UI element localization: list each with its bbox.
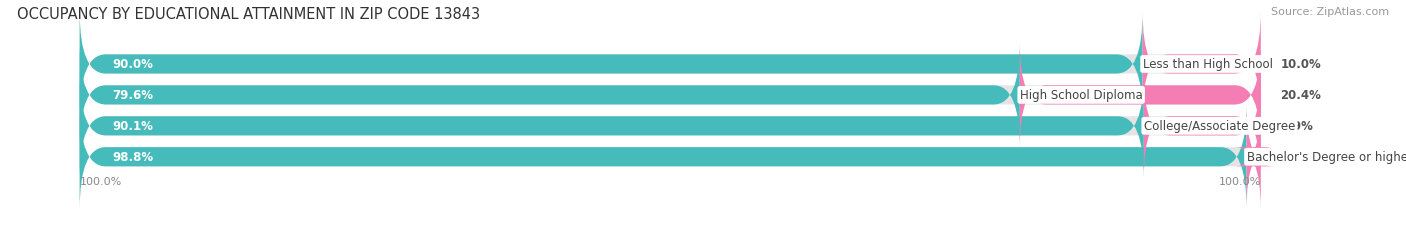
- FancyBboxPatch shape: [80, 74, 1261, 178]
- Text: College/Associate Degree: College/Associate Degree: [1144, 120, 1295, 133]
- Text: 98.8%: 98.8%: [112, 151, 153, 164]
- FancyBboxPatch shape: [80, 13, 1143, 117]
- FancyBboxPatch shape: [80, 13, 1261, 117]
- Text: OCCUPANCY BY EDUCATIONAL ATTAINMENT IN ZIP CODE 13843: OCCUPANCY BY EDUCATIONAL ATTAINMENT IN Z…: [17, 7, 479, 22]
- Text: 100.0%: 100.0%: [1219, 176, 1261, 186]
- Text: 90.1%: 90.1%: [112, 120, 153, 133]
- FancyBboxPatch shape: [80, 74, 1144, 178]
- FancyBboxPatch shape: [80, 105, 1247, 209]
- Text: Less than High School: Less than High School: [1143, 58, 1272, 71]
- Text: 90.0%: 90.0%: [112, 58, 153, 71]
- FancyBboxPatch shape: [80, 43, 1261, 148]
- Text: Source: ZipAtlas.com: Source: ZipAtlas.com: [1271, 7, 1389, 17]
- Text: 1.2%: 1.2%: [1281, 151, 1313, 164]
- FancyBboxPatch shape: [1019, 43, 1261, 148]
- Text: 100.0%: 100.0%: [80, 176, 122, 186]
- Text: 10.0%: 10.0%: [1281, 58, 1322, 71]
- Text: 20.4%: 20.4%: [1281, 89, 1322, 102]
- Text: Bachelor's Degree or higher: Bachelor's Degree or higher: [1247, 151, 1406, 164]
- Text: 9.9%: 9.9%: [1281, 120, 1313, 133]
- Text: High School Diploma: High School Diploma: [1019, 89, 1143, 102]
- FancyBboxPatch shape: [1234, 105, 1272, 209]
- Text: 79.6%: 79.6%: [112, 89, 153, 102]
- FancyBboxPatch shape: [1144, 74, 1261, 178]
- FancyBboxPatch shape: [80, 105, 1261, 209]
- FancyBboxPatch shape: [80, 43, 1019, 148]
- FancyBboxPatch shape: [1143, 13, 1261, 117]
